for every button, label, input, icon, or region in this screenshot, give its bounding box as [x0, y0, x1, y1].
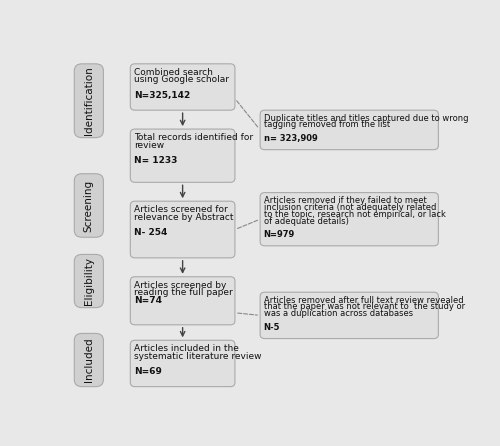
FancyBboxPatch shape: [260, 292, 438, 339]
Text: N- 254: N- 254: [134, 228, 168, 237]
Text: N=74: N=74: [134, 296, 162, 305]
Text: Articles screened for: Articles screened for: [134, 205, 228, 215]
Text: Combined search: Combined search: [134, 68, 213, 77]
Text: Articles included in the: Articles included in the: [134, 344, 239, 353]
Text: Eligibility: Eligibility: [84, 257, 94, 305]
Text: was a duplication across databases: was a duplication across databases: [264, 310, 412, 318]
Text: of adequate details): of adequate details): [264, 217, 348, 226]
Text: N=325,142: N=325,142: [134, 91, 190, 99]
Text: N= 1233: N= 1233: [134, 156, 178, 165]
FancyBboxPatch shape: [130, 277, 235, 325]
FancyBboxPatch shape: [260, 110, 438, 150]
FancyBboxPatch shape: [130, 64, 235, 110]
FancyBboxPatch shape: [74, 254, 104, 308]
Text: relevance by Abstract: relevance by Abstract: [134, 213, 234, 222]
Text: N-5: N-5: [264, 323, 280, 332]
Text: inclusion criteria (not adequately related: inclusion criteria (not adequately relat…: [264, 203, 436, 212]
FancyBboxPatch shape: [260, 193, 438, 246]
Text: reading the full paper: reading the full paper: [134, 289, 233, 297]
FancyBboxPatch shape: [74, 64, 104, 138]
FancyBboxPatch shape: [74, 173, 104, 237]
Text: Screening: Screening: [84, 179, 94, 231]
Text: that the paper was not relevant to  the study or: that the paper was not relevant to the s…: [264, 302, 464, 311]
Text: Identification: Identification: [84, 66, 94, 135]
FancyBboxPatch shape: [130, 201, 235, 258]
Text: Articles removed if they failed to meet: Articles removed if they failed to meet: [264, 196, 426, 205]
Text: Duplicate titles and titles captured due to wrong: Duplicate titles and titles captured due…: [264, 114, 468, 123]
Text: Total records identified for: Total records identified for: [134, 133, 254, 142]
Text: tagging removed from the list: tagging removed from the list: [264, 120, 390, 129]
Text: Included: Included: [84, 338, 94, 382]
Text: to the topic, research not empirical, or lack: to the topic, research not empirical, or…: [264, 210, 446, 219]
FancyBboxPatch shape: [74, 334, 104, 387]
Text: N=979: N=979: [264, 231, 295, 240]
Text: review: review: [134, 141, 164, 150]
Text: Articles removed after full text review revealed: Articles removed after full text review …: [264, 296, 463, 305]
FancyBboxPatch shape: [130, 340, 235, 387]
Text: N=69: N=69: [134, 367, 162, 376]
Text: Articles screened by: Articles screened by: [134, 281, 226, 290]
FancyBboxPatch shape: [130, 129, 235, 182]
Text: using Google scholar: using Google scholar: [134, 75, 229, 84]
Text: n= 323,909: n= 323,909: [264, 134, 318, 143]
Text: systematic literature review: systematic literature review: [134, 352, 262, 361]
